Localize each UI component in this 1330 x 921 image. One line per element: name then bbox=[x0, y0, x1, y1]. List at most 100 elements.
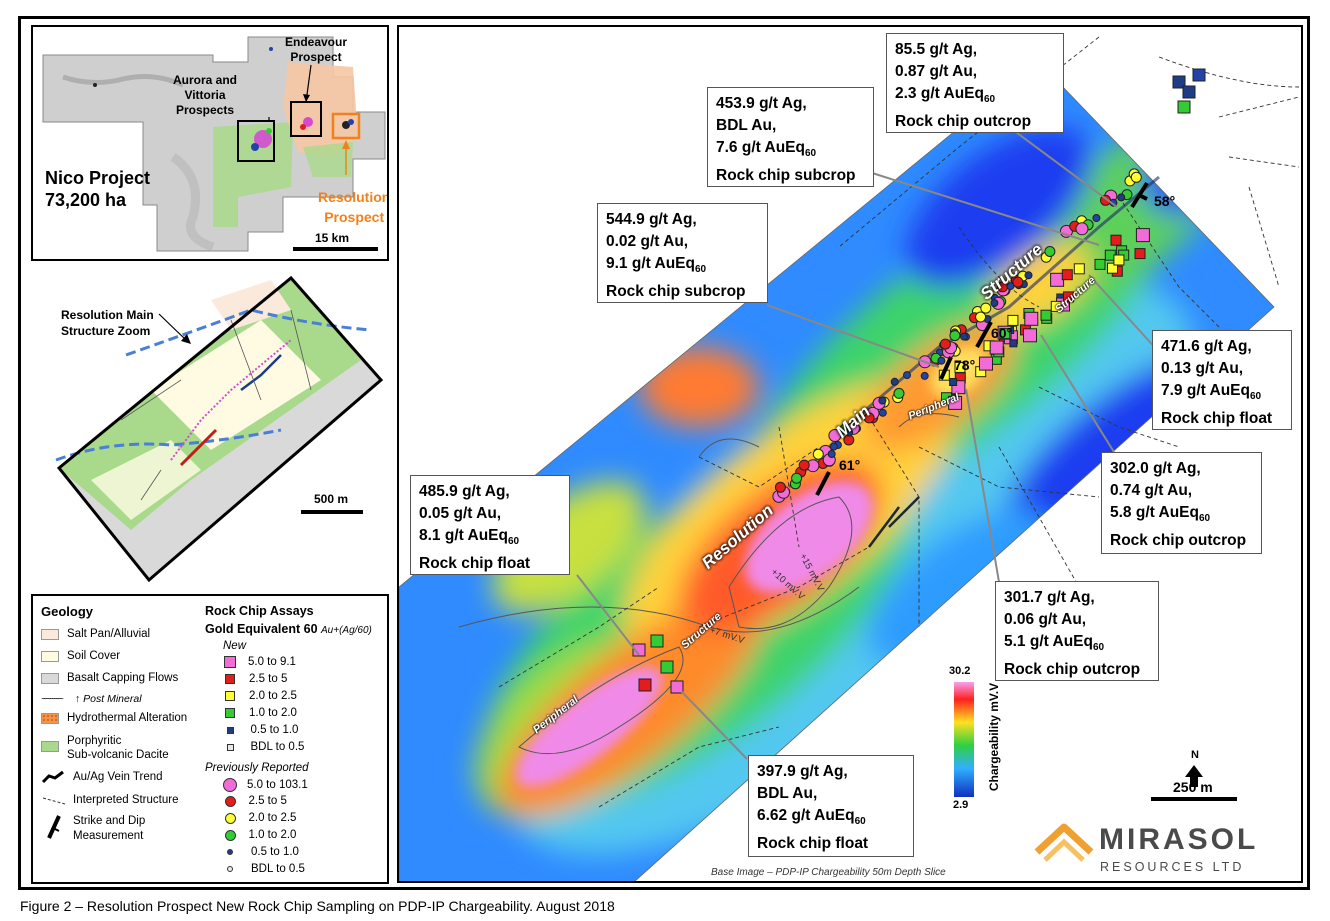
legend-post-mineral: ~~~~~ ↑ Post Mineral bbox=[41, 693, 142, 705]
legend-prev-label-4: 0.5 to 1.0 bbox=[251, 846, 299, 858]
sample-previous bbox=[798, 459, 810, 471]
colorbar-max: 30.2 bbox=[949, 665, 971, 677]
regional-inset: Aurora and Vittoria Prospects Endeavour … bbox=[31, 25, 389, 261]
legend-soil-cover: Soil Cover bbox=[41, 650, 120, 662]
legend-prev-label-5: BDL to 0.5 bbox=[251, 863, 305, 875]
sample-new bbox=[1073, 263, 1085, 275]
north-arrow-icon bbox=[1185, 765, 1203, 787]
legend-prev-swatch-1 bbox=[224, 795, 236, 807]
sample-new bbox=[1192, 68, 1206, 82]
dip-60: 60° bbox=[991, 325, 1013, 341]
assay-title: Rock Chip Assays bbox=[205, 604, 314, 618]
legend-hydrothermal: Hydrothermal Alteration bbox=[41, 712, 187, 724]
sample-previous bbox=[812, 448, 824, 460]
legend-prev-1: 2.5 to 5 bbox=[223, 795, 287, 807]
sample-previous bbox=[990, 299, 999, 307]
sample-previous bbox=[863, 412, 875, 424]
sample-new bbox=[1024, 311, 1039, 326]
callout-5: 302.0 g/t Ag, 0.74 g/t Au, 5.8 g/t AuEq60… bbox=[1101, 452, 1262, 554]
sample-previous bbox=[828, 429, 842, 442]
geology-title: Geology bbox=[41, 604, 94, 619]
endeavour-label: Endeavour Prospect bbox=[285, 35, 348, 64]
figure-caption: Figure 2 – Resolution Prospect New Rock … bbox=[20, 898, 615, 914]
legend-prev-swatch-4 bbox=[227, 849, 233, 855]
legend-new-1: 2.5 to 5 bbox=[223, 673, 287, 685]
sample-previous bbox=[949, 330, 961, 342]
sample-previous bbox=[975, 311, 987, 323]
chargeability-map bbox=[399, 36, 1300, 881]
dip-61: 61° bbox=[839, 457, 861, 473]
sample-previous bbox=[903, 371, 911, 380]
sample-previous bbox=[1006, 282, 1015, 291]
sample-new bbox=[979, 356, 993, 371]
sample-previous bbox=[939, 338, 951, 350]
sample-new bbox=[1135, 228, 1150, 243]
legend-prev-label-0: 5.0 to 103.1 bbox=[247, 779, 308, 791]
zoom-title: Resolution Main Structure Zoom bbox=[61, 308, 154, 338]
legend-dacite: Porphyritic Sub-volcanic Dacite bbox=[41, 734, 169, 762]
sample-new bbox=[989, 340, 1004, 355]
legend-salt-pan: Salt Pan/Alluvial bbox=[41, 628, 150, 640]
sample-new bbox=[1177, 100, 1191, 114]
sample-previous bbox=[878, 408, 887, 417]
north-label: N bbox=[1191, 749, 1199, 761]
sample-previous bbox=[827, 450, 836, 458]
assay-subtitle: Gold Equivalent 60 Au+(Ag/60) bbox=[205, 622, 372, 636]
resolution-prospect-label: Resolution Prospect bbox=[318, 189, 389, 225]
sample-previous bbox=[920, 371, 929, 380]
sample-new bbox=[638, 678, 652, 692]
regional-scale-label: 15 km bbox=[315, 231, 350, 245]
sample-new bbox=[1107, 262, 1118, 274]
interpreted-structure-icon bbox=[42, 797, 66, 805]
sample-new bbox=[1023, 328, 1037, 343]
legend-basalt: Basalt Capping Flows bbox=[41, 672, 178, 684]
callout-3: 544.9 g/t Ag, 0.02 g/t Au, 9.1 g/t AuEq60… bbox=[597, 203, 768, 303]
callout-1: 85.5 g/t Ag, 0.87 g/t Au, 2.3 g/t AuEq60 … bbox=[886, 33, 1064, 133]
main-map: Resolution Main Structure Structure Stru… bbox=[397, 25, 1303, 883]
sample-new bbox=[1007, 314, 1019, 326]
legend-new-swatch-5 bbox=[226, 743, 234, 751]
base-image-note: Base Image – PDP-IP Chargeability 50m De… bbox=[711, 867, 946, 878]
callout-4: 471.6 g/t Ag, 0.13 g/t Au, 7.9 g/t AuEq60… bbox=[1152, 330, 1292, 430]
sample-previous bbox=[960, 332, 968, 341]
sample-new bbox=[948, 395, 963, 410]
legend-new-4: 0.5 to 1.0 bbox=[223, 724, 298, 736]
sample-previous bbox=[1092, 214, 1101, 222]
sample-new bbox=[1182, 85, 1196, 99]
legend-prev-swatch-0 bbox=[223, 778, 237, 792]
sample-previous bbox=[980, 302, 992, 314]
dip-78: 78° bbox=[954, 357, 976, 373]
sample-previous bbox=[1130, 171, 1142, 183]
sample-new bbox=[1110, 234, 1122, 246]
legend-new-label-2: 2.0 to 2.5 bbox=[249, 690, 297, 702]
legend-new-0: 5.0 to 9.1 bbox=[223, 656, 296, 668]
sample-previous bbox=[893, 387, 905, 399]
sample-previous bbox=[1075, 222, 1089, 236]
legend-new-label-4: 0.5 to 1.0 bbox=[250, 724, 299, 736]
sample-new bbox=[1009, 339, 1018, 348]
colorbar-min: 2.9 bbox=[953, 799, 969, 811]
mirasol-logo-icon bbox=[1034, 823, 1094, 862]
sample-previous bbox=[829, 442, 838, 451]
legend-new-swatch-0 bbox=[224, 656, 236, 668]
legend-new-swatch-2 bbox=[225, 691, 235, 701]
callout-7: 485.9 g/t Ag, 0.05 g/t Au, 8.1 g/t AuEq60… bbox=[410, 475, 570, 575]
legend-new-label-5: BDL to 0.5 bbox=[250, 741, 305, 753]
legend-prev-label-1: 2.5 to 5 bbox=[248, 795, 287, 807]
strike-dip-icon bbox=[47, 815, 61, 839]
legend-strike-dip: Strike and Dip Measurement bbox=[41, 814, 145, 844]
dip-58: 58° bbox=[1154, 193, 1176, 209]
callout-8: 397.9 g/t Ag, BDL Au, 6.62 g/t AuEq60 Roc… bbox=[748, 755, 914, 857]
sample-previous bbox=[791, 472, 803, 484]
legend-prev-swatch-2 bbox=[224, 812, 236, 824]
legend-prev-label-3: 1.0 to 2.0 bbox=[248, 829, 297, 841]
sample-previous bbox=[774, 481, 786, 493]
map-scale-label: 250 m bbox=[1173, 779, 1213, 795]
sample-previous bbox=[890, 377, 899, 386]
sample-new bbox=[1040, 309, 1052, 321]
sample-new bbox=[1063, 291, 1074, 303]
structure-zoom-map bbox=[55, 275, 384, 583]
sample-previous bbox=[1117, 193, 1126, 202]
legend-prev-3: 1.0 to 2.0 bbox=[223, 829, 296, 841]
prev-title: Previously Reported bbox=[205, 762, 309, 774]
